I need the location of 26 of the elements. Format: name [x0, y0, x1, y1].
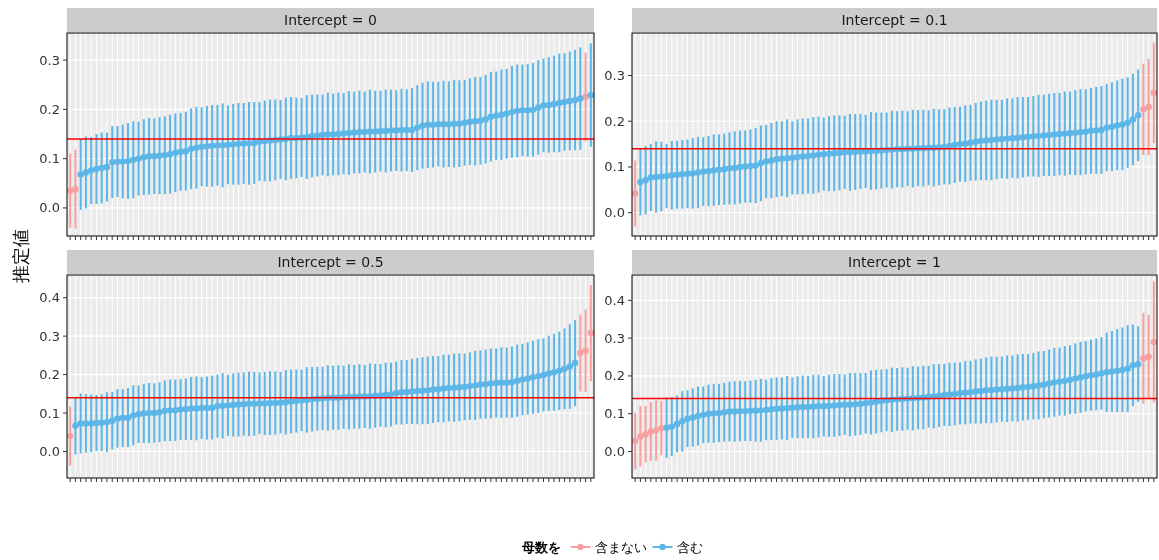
y-tick-label: 0.4 — [604, 292, 625, 308]
y-tick-label: 0.3 — [604, 68, 625, 84]
y-tick-label: 0.0 — [39, 200, 60, 216]
y-tick-label: 0.3 — [39, 52, 60, 68]
y-tick-label: 0.1 — [39, 405, 60, 421]
y-tick-label: 0.0 — [604, 444, 625, 460]
legend-title: 母数を — [520, 540, 561, 555]
chart-title: Intercept = 0.1 — [841, 12, 948, 28]
y-tick-label: 0.3 — [604, 330, 625, 346]
chart-title: Intercept = 1 — [848, 254, 941, 270]
y-tick-label: 0.1 — [604, 406, 625, 422]
y-tick-label: 0.2 — [39, 367, 60, 383]
y-tick-label: 0.2 — [604, 113, 625, 129]
y-axis-title: 推定値 — [10, 228, 31, 283]
legend-label: 含まない — [594, 540, 647, 555]
chart-title: Intercept = 0 — [284, 12, 377, 28]
y-tick-label: 0.4 — [39, 290, 60, 306]
y-tick-label: 0.3 — [39, 328, 60, 344]
y-tick-label: 0.0 — [604, 205, 625, 221]
y-tick-label: 0.1 — [604, 159, 625, 175]
y-tick-label: 0.0 — [39, 443, 60, 459]
legend-label: 含む — [676, 540, 703, 555]
y-tick-label: 0.1 — [39, 151, 60, 167]
chart-title: Intercept = 0.5 — [277, 254, 384, 270]
y-tick-label: 0.2 — [39, 101, 60, 117]
y-tick-label: 0.2 — [604, 368, 625, 384]
